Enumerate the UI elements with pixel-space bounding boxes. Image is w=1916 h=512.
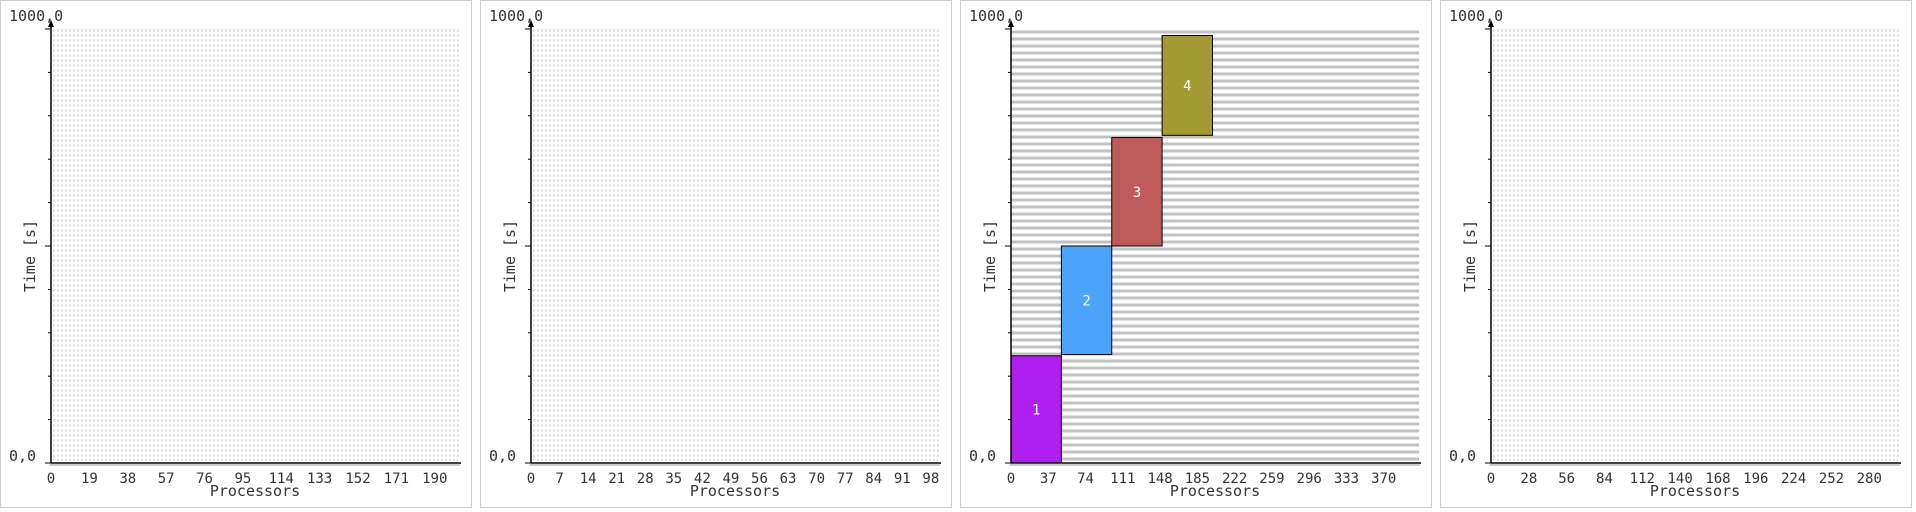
gantt-chart-panel-1: 0 19 38 57 76 95 114 133 152 171 190 1000,0 0,0 Proce… <box>0 0 472 508</box>
grid <box>1493 29 1899 461</box>
x-tick-label: 222 <box>1222 471 1247 487</box>
x-tick-label: 370 <box>1371 471 1396 487</box>
y-top-label: 1000,0 <box>969 7 1023 25</box>
x-tick-label: 171 <box>384 471 409 487</box>
x-tick-label: 21 <box>608 471 625 487</box>
x-tick-label: 74 <box>1077 471 1094 487</box>
x-tick-label: 259 <box>1259 471 1284 487</box>
x-tick-label: 70 <box>808 471 825 487</box>
x-tick-label: 84 <box>1596 471 1613 487</box>
x-tick-label: 152 <box>345 471 370 487</box>
job-bar-4 <box>1161 35 1213 136</box>
x-tick-label: 296 <box>1297 471 1322 487</box>
y-axis-arrow <box>1488 20 1494 27</box>
gantt-chart-panel-4: 0 28 56 84 112 140 168 196 224 252 280 1000,0 0,0 Pro… <box>1440 0 1912 508</box>
y-bottom-label: 0,0 <box>489 447 516 465</box>
x-tick-label: 140 <box>1667 471 1692 487</box>
x-tick-label: 56 <box>751 471 768 487</box>
x-tick-label: 114 <box>269 471 294 487</box>
job-label-2: 2 <box>1082 293 1090 309</box>
gantt-chart-panel-2: 0 7 14 21 28 35 42 49 56 63 70 77 84 91 98 1000,0 0,0 Pro… <box>480 0 952 508</box>
x-axis-title: Processors <box>690 482 780 500</box>
grid <box>53 29 459 461</box>
x-tick-label: 185 <box>1185 471 1210 487</box>
x-tick-label: 168 <box>1705 471 1730 487</box>
y-bottom-label: 0,0 <box>9 447 36 465</box>
x-tick-label: 224 <box>1781 471 1806 487</box>
x-tick-label: 28 <box>1520 471 1537 487</box>
chart-svg: 0 28 56 84 112 140 168 196 224 252 280 1000,0 0,0 Pro… <box>1449 7 1901 500</box>
x-tick-label: 38 <box>119 471 136 487</box>
x-tick-label: 111 <box>1110 471 1135 487</box>
x-tick-label: 7 <box>555 471 563 487</box>
x-tick-label: 56 <box>1558 471 1575 487</box>
y-top-label: 1000,0 <box>1449 7 1503 25</box>
grid <box>533 29 939 461</box>
y-top-label: 1000,0 <box>9 7 63 25</box>
chart-svg: 0 7 14 21 28 35 42 49 56 63 70 77 84 91 98 1000,0 0,0 Pro… <box>489 7 941 500</box>
x-tick-label: 28 <box>637 471 654 487</box>
chart-svg: 0 19 38 57 76 95 114 133 152 171 190 1000,0 0,0 Proce… <box>9 7 461 500</box>
x-tick-label: 19 <box>81 471 98 487</box>
x-tick-label: 0 <box>527 471 535 487</box>
x-tick-label: 98 <box>922 471 939 487</box>
x-axis-title: Processors <box>1650 482 1740 500</box>
y-axis-title: Time [s] <box>1461 220 1479 292</box>
y-axis-title: Time [s] <box>21 220 39 292</box>
x-tick-label: 57 <box>158 471 175 487</box>
x-tick-label: 280 <box>1857 471 1882 487</box>
y-top-label: 1000,0 <box>489 7 543 25</box>
x-tick-label: 76 <box>196 471 213 487</box>
x-axis-title: Processors <box>210 482 300 500</box>
x-tick-label: 37 <box>1040 471 1057 487</box>
y-axis-arrow <box>1008 20 1014 27</box>
job-label-1: 1 <box>1032 402 1040 418</box>
chart-svg: 1 2 3 4 0 37 74 111 148 185 222 259 296 333 370 1000,0 0… <box>969 7 1421 500</box>
job-label-4: 4 <box>1183 78 1191 94</box>
x-tick-label: 84 <box>865 471 882 487</box>
x-tick-label: 133 <box>307 471 332 487</box>
y-axis-title: Time [s] <box>501 220 519 292</box>
x-tick-label: 196 <box>1743 471 1768 487</box>
x-tick-label: 35 <box>665 471 682 487</box>
y-bottom-label: 0,0 <box>1449 447 1476 465</box>
y-axis-arrow <box>528 20 534 27</box>
x-tick-label: 0 <box>1007 471 1015 487</box>
x-tick-label: 77 <box>837 471 854 487</box>
x-tick-label: 112 <box>1630 471 1655 487</box>
x-tick-label: 42 <box>694 471 711 487</box>
x-axis-title: Processors <box>1170 482 1260 500</box>
x-tick-label: 91 <box>894 471 911 487</box>
x-tick-label: 0 <box>47 471 55 487</box>
x-tick-label: 95 <box>234 471 251 487</box>
x-tick-label: 63 <box>780 471 797 487</box>
x-tick-label: 49 <box>722 471 739 487</box>
x-tick-label: 190 <box>422 471 447 487</box>
job-label-3: 3 <box>1133 185 1141 201</box>
y-axis-title: Time [s] <box>981 220 999 292</box>
x-tick-label: 14 <box>580 471 597 487</box>
grid <box>1011 30 1419 461</box>
y-bottom-label: 0,0 <box>969 447 996 465</box>
x-tick-label: 333 <box>1334 471 1359 487</box>
job-bar-2 <box>1060 245 1113 355</box>
x-tick-label: 252 <box>1819 471 1844 487</box>
x-tick-label: 148 <box>1147 471 1172 487</box>
y-axis-arrow <box>48 20 54 27</box>
x-tick-label: 0 <box>1487 471 1495 487</box>
job-bar-3 <box>1111 137 1163 247</box>
gantt-chart-panel-3: 1 2 3 4 0 37 74 111 148 185 222 259 296 333 370 1000,0 0… <box>960 0 1432 508</box>
